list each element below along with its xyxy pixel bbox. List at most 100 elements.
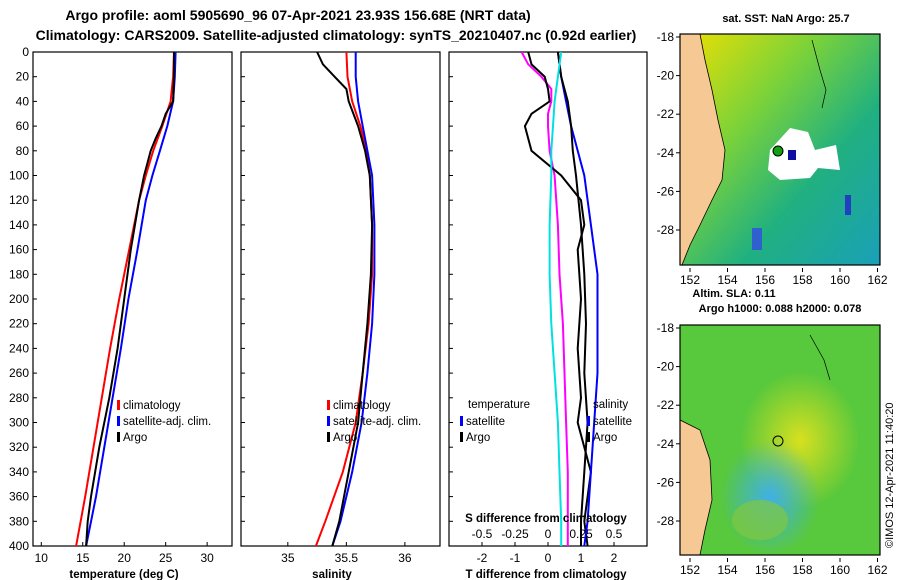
- map-lon-label: 154: [717, 563, 737, 577]
- legend-swatch-t-satellite: [460, 416, 463, 426]
- legend-argo: Argo: [123, 432, 147, 444]
- map-lon-label: 156: [755, 273, 775, 287]
- depth-tick-label: 380: [9, 514, 29, 528]
- map-lat-label: -22: [657, 107, 675, 121]
- legend-swatch-s-argo: [587, 432, 590, 442]
- depth-tick-label: 80: [16, 144, 30, 158]
- legend-swatch-argo: [327, 432, 330, 442]
- legend-swatch-t-argo: [460, 432, 463, 442]
- s-tick-label: 0: [545, 527, 552, 541]
- legend-argo: Argo: [333, 432, 357, 444]
- x-tick-label: 15: [76, 551, 90, 565]
- legend-climatology: climatology: [123, 400, 181, 412]
- sst-argo-marker: [772, 145, 784, 157]
- map-lat-label: -18: [657, 30, 675, 44]
- series-salinity-climatology: [548, 52, 563, 546]
- depth-tick-label: 360: [9, 490, 29, 504]
- sst-cold-patch: [788, 150, 796, 160]
- map-lat-label: -28: [657, 223, 675, 237]
- series-temperature-satellite: [520, 52, 569, 546]
- depth-axis: 0 20 40 60 80 100 120 140 160 180 200 220 240 260 280 3…: [9, 45, 453, 553]
- title-line-2: Climatology: CARS2009. Satellite-adjuste…: [36, 27, 637, 43]
- legend-t-argo: Argo: [466, 432, 490, 444]
- legend-swatch-satellite: [327, 416, 330, 426]
- difference-xlabel: T difference from climatology: [465, 569, 627, 580]
- sst-reef-contour: [811, 39, 827, 109]
- sla-reef-contour: [809, 334, 831, 381]
- map-lon-label: 154: [717, 273, 737, 287]
- s-tick-label: 0.5: [606, 527, 623, 541]
- map-lat-label: -28: [657, 514, 675, 528]
- x-tick-label: -1: [510, 551, 521, 565]
- s-tick-label: -0.5: [472, 527, 493, 541]
- map-lon-label: 162: [867, 273, 887, 287]
- legend-satellite: satellite-adj. clim.: [333, 416, 421, 428]
- legend-swatch-climatology: [327, 400, 330, 410]
- map-lat-label: -26: [657, 184, 675, 198]
- sla-map-title-1: Altim. SLA: 0.11: [692, 288, 775, 300]
- depth-tick-label: 300: [9, 416, 29, 430]
- temperature-panel: [32, 51, 233, 547]
- legend-s-satellite: satellite: [593, 416, 632, 428]
- depth-tick-label: 40: [16, 94, 30, 108]
- x-tick-label: 36: [398, 551, 412, 565]
- legend-climatology: climatology: [333, 400, 391, 412]
- legend-swatch-argo: [117, 432, 120, 442]
- depth-tick-label: 260: [9, 366, 29, 380]
- x-tick-label: 0: [545, 551, 552, 565]
- salinity-legend: climatology satellite-adj. clim. Argo: [327, 400, 421, 444]
- difference-legend: temperature satellite Argo salinity sate…: [460, 399, 632, 444]
- sla-argo-marker: [772, 435, 784, 447]
- map-lat-label: -20: [657, 69, 675, 83]
- map-lat-label: -26: [657, 475, 675, 489]
- map-lon-label: 152: [680, 273, 700, 287]
- sla-map: [679, 324, 881, 556]
- legend-satellite: satellite-adj. clim.: [123, 416, 211, 428]
- legend-s-argo: Argo: [593, 432, 617, 444]
- x-tick-label: 30: [200, 551, 214, 565]
- sst-map-title: sat. SST: NaN Argo: 25.7: [722, 13, 849, 25]
- sst-cloud-mask: [768, 128, 840, 180]
- map-lon-label: 158: [792, 563, 812, 577]
- sla-map-title-2: Argo h1000: 0.088 h2000: 0.078: [699, 303, 862, 315]
- x-tick-label: 35: [281, 551, 295, 565]
- temperature-plot: 10 15 20 25 30: [35, 52, 214, 565]
- title-line-1: Argo profile: aoml 5905690_96 07-Apr-202…: [65, 7, 530, 23]
- temperature-xlabel: temperature (deg C): [69, 569, 178, 580]
- series-salinity-satellite: [556, 52, 599, 546]
- map-lon-label: 158: [792, 273, 812, 287]
- difference-plot: -2 -1 0 1 2-0.5 -0.25 0 0.25 0.5: [472, 52, 623, 565]
- depth-tick-label: 160: [9, 243, 29, 257]
- imos-credit: ©IMOS 12-Apr-2021 11:40:20: [884, 403, 896, 548]
- x-tick-label: 35.5: [335, 551, 359, 565]
- depth-tick-label: 400: [9, 539, 29, 553]
- series-satellite-adj-clim-: [85, 52, 177, 546]
- series-satellite-adj-clim-: [331, 52, 376, 546]
- x-tick-label: 1: [578, 551, 585, 565]
- depth-tick-label: 0: [22, 45, 29, 59]
- map-lon-label: 156: [755, 563, 775, 577]
- legend-salinity-title: salinity: [593, 399, 628, 411]
- depth-tick-label: 320: [9, 440, 29, 454]
- depth-tick-label: 240: [9, 341, 29, 355]
- salinity-panel: [240, 51, 441, 547]
- sst-map: [679, 33, 881, 266]
- legend-swatch-climatology: [117, 400, 120, 410]
- x-tick-label: 20: [118, 551, 132, 565]
- map-lat-label: -18: [657, 321, 675, 335]
- legend-t-satellite: satellite: [466, 416, 505, 428]
- map-lat-label: -22: [657, 398, 675, 412]
- map-lon-label: 160: [830, 273, 850, 287]
- series-salinity-argo: [556, 52, 589, 546]
- x-tick-label: 10: [35, 551, 49, 565]
- depth-tick-label: 100: [9, 169, 29, 183]
- x-tick-label: -2: [477, 551, 488, 565]
- depth-tick-label: 340: [9, 465, 29, 479]
- series-argo: [316, 52, 374, 546]
- series-temperature-argo: [523, 52, 592, 546]
- series-argo: [85, 52, 175, 546]
- sst-blue-patch-2: [752, 228, 762, 250]
- legend-swatch-s-satellite: [587, 416, 590, 426]
- x-tick-label: 25: [159, 551, 173, 565]
